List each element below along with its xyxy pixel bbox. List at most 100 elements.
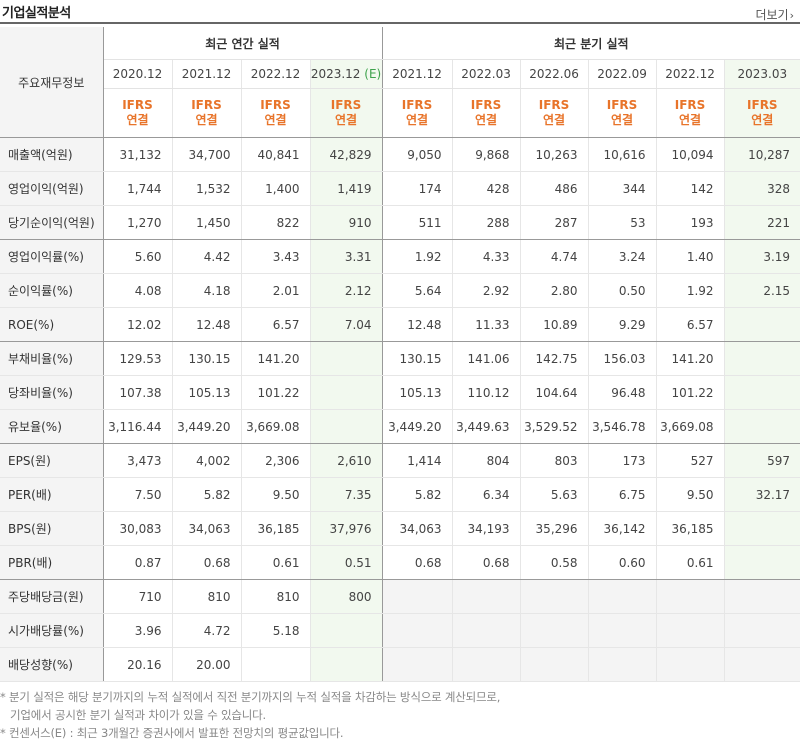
quarter-cell: 10,094 <box>655 137 725 172</box>
quarter-cell: 101.22 <box>655 375 725 410</box>
row-label: PER(배) <box>0 477 104 512</box>
quarter-cell: 141.20 <box>655 341 725 376</box>
annual-cell: 36,185 <box>240 511 310 546</box>
quarter-cell: 3.24 <box>587 239 657 274</box>
quarter-cell: 597 <box>723 443 800 478</box>
annual-cell: 1,270 <box>103 205 172 240</box>
annual-cell: 5.18 <box>240 613 310 648</box>
ifrs-label: IFRS <box>260 98 291 112</box>
quarter-cell: 2.80 <box>519 273 589 308</box>
period-label: 2023.12 <box>310 67 361 81</box>
consolidated-label: 연결 <box>543 113 566 127</box>
footnote-1: * 분기 실적은 해당 분기까지의 누적 실적에서 직전 분기까지의 누적 실적… <box>0 690 501 704</box>
annual-cell: 1,419 <box>309 171 383 206</box>
ifrs-badge: IFRS 연결 <box>309 88 383 138</box>
quarter-cell: 4.74 <box>519 239 589 274</box>
financial-summary-table: 주요재무정보 최근 연간 실적 최근 분기 실적 2020.12 2021.12 2… <box>0 27 800 682</box>
period-header: 2022.06 <box>519 59 589 89</box>
annual-cell: 34,063 <box>171 511 241 546</box>
quarter-cell: 35,296 <box>519 511 589 546</box>
quarter-cell: 1.92 <box>655 273 725 308</box>
quarter-cell: 10.89 <box>519 307 589 342</box>
title-divider <box>0 22 800 24</box>
row-label: EPS(원) <box>0 443 104 478</box>
quarter-cell: 173 <box>587 443 657 478</box>
annual-cell: 7.35 <box>309 477 383 512</box>
annual-cell: 0.68 <box>171 545 241 580</box>
annual-cell: 141.20 <box>240 341 310 376</box>
annual-cell <box>309 613 383 648</box>
chevron-right-icon: › <box>789 9 794 22</box>
table-row: 유보율(%) 3,116.44 3,449.20 3,669.08 3,449.20 3,… <box>0 409 800 444</box>
quarter-cell: 6.57 <box>655 307 725 342</box>
annual-cell: 4.08 <box>103 273 172 308</box>
annual-cell: 12.48 <box>171 307 241 342</box>
annual-cell: 1,744 <box>103 171 172 206</box>
quarter-cell <box>519 613 589 648</box>
quarter-cell: 3,669.08 <box>655 409 725 444</box>
quarter-cell: 3,449.63 <box>451 409 521 444</box>
quarter-cell <box>723 511 800 546</box>
annual-cell: 2.01 <box>240 273 310 308</box>
period-label: 2022.06 <box>529 67 579 81</box>
quarter-cell: 104.64 <box>519 375 589 410</box>
quarter-cell: 193 <box>655 205 725 240</box>
quarter-cell <box>381 647 453 682</box>
quarter-cell <box>723 613 800 648</box>
footnote-1-cont: 기업에서 공시한 분기 실적과 차이가 있을 수 있습니다. <box>10 708 267 722</box>
quarter-cell: 110.12 <box>451 375 521 410</box>
quarter-cell <box>381 613 453 648</box>
annual-cell: 40,841 <box>240 137 310 172</box>
annual-cell: 5.82 <box>171 477 241 512</box>
quarter-cell: 105.13 <box>381 375 453 410</box>
annual-cell: 37,976 <box>309 511 383 546</box>
footnotes: * 분기 실적은 해당 분기까지의 누적 실적에서 직전 분기까지의 누적 실적… <box>0 688 500 742</box>
ifrs-label: IFRS <box>122 98 153 112</box>
annual-cell: 2,306 <box>240 443 310 478</box>
quarter-cell: 53 <box>587 205 657 240</box>
quarter-cell <box>655 579 725 614</box>
annual-cell: 3,449.20 <box>171 409 241 444</box>
row-label: 순이익률(%) <box>0 273 104 308</box>
row-label: 배당성향(%) <box>0 647 104 682</box>
quarter-group-header: 최근 분기 실적 <box>381 27 800 60</box>
quarter-cell: 0.68 <box>381 545 453 580</box>
ifrs-badge: IFRS 연결 <box>381 88 453 138</box>
quarter-cell: 1.40 <box>655 239 725 274</box>
period-label: 2022.03 <box>461 67 511 81</box>
ifrs-badge: IFRS 연결 <box>451 88 521 138</box>
period-header: 2022.12 <box>240 59 310 89</box>
period-label: 2022.09 <box>597 67 647 81</box>
annual-cell: 20.16 <box>103 647 172 682</box>
more-link[interactable]: 더보기› <box>755 6 794 23</box>
annual-cell: 710 <box>103 579 172 614</box>
annual-cell: 0.87 <box>103 545 172 580</box>
consolidated-label: 연결 <box>751 113 774 127</box>
column-header-corner: 주요재무정보 <box>0 27 104 138</box>
ifrs-label: IFRS <box>606 98 638 112</box>
quarter-cell <box>451 579 521 614</box>
annual-cell: 3.43 <box>240 239 310 274</box>
annual-cell: 4.18 <box>171 273 241 308</box>
annual-cell: 0.51 <box>309 545 383 580</box>
quarter-cell: 9.29 <box>587 307 657 342</box>
quarter-cell <box>381 579 453 614</box>
period-header: 2021.12 <box>381 59 453 89</box>
quarter-cell <box>723 375 800 410</box>
quarter-cell: 0.60 <box>587 545 657 580</box>
table-row: 매출액(억원) 31,132 34,700 40,841 42,829 9,050 9,86… <box>0 137 800 172</box>
quarter-cell: 221 <box>723 205 800 240</box>
period-label: 2021.12 <box>392 67 442 81</box>
consolidated-label: 연결 <box>195 113 218 127</box>
quarter-cell: 4.33 <box>451 239 521 274</box>
quarter-cell: 34,063 <box>381 511 453 546</box>
quarter-cell <box>451 647 521 682</box>
quarter-cell: 328 <box>723 171 800 206</box>
annual-cell: 1,400 <box>240 171 310 206</box>
row-label: 시가배당률(%) <box>0 613 104 648</box>
annual-cell: 3.96 <box>103 613 172 648</box>
annual-cell <box>309 647 383 682</box>
row-label: 당좌비율(%) <box>0 375 104 410</box>
period-header: 2022.09 <box>587 59 657 89</box>
annual-cell <box>240 647 310 682</box>
